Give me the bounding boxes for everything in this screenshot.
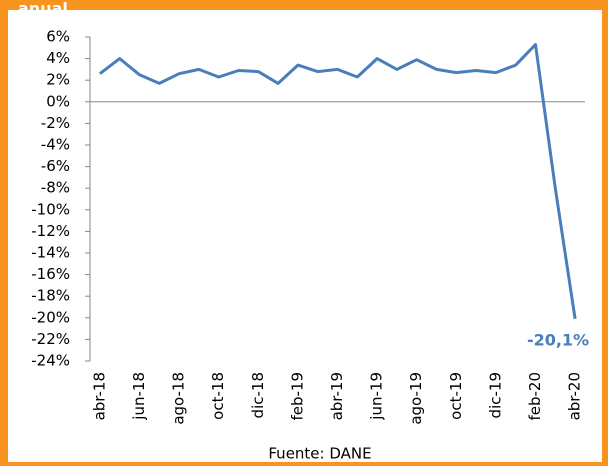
y-tick-label: -8%	[41, 179, 70, 197]
y-tick-label: -16%	[31, 265, 70, 283]
data-label: -20,1%	[527, 330, 589, 349]
y-tick-label: 2%	[46, 71, 70, 89]
y-tick-label: -12%	[31, 222, 70, 240]
y-tick-label: -22%	[31, 330, 70, 348]
y-tick-label: -6%	[41, 157, 70, 175]
x-tick-label: ago-18	[170, 372, 188, 425]
y-tick-label: -20%	[31, 308, 70, 326]
y-tick-label: -24%	[31, 352, 70, 370]
y-tick-label: -4%	[41, 136, 70, 154]
chart-title: anual	[18, 0, 68, 18]
x-tick-label: feb-20	[526, 372, 544, 421]
x-tick-label: ago-19	[407, 372, 425, 425]
x-tick-label: abr-18	[90, 372, 108, 420]
x-tick-label: oct-18	[209, 372, 227, 420]
y-tick-label: 0%	[46, 92, 70, 110]
x-tick-label: abr-19	[328, 372, 346, 420]
panel: anual	[8, 0, 602, 462]
x-tick-label: jun-19	[368, 372, 386, 421]
x-tick-label: abr-20	[566, 372, 584, 420]
line	[98, 43, 577, 320]
y-tick-label: -14%	[31, 244, 70, 262]
source: Fuente: DANE	[268, 445, 371, 463]
y-tick-label: 6%	[46, 28, 70, 46]
x-tick-label: dic-19	[486, 372, 504, 418]
y-tick-label: -2%	[41, 114, 70, 132]
x-tick-label: feb-19	[288, 372, 306, 421]
x-tick-label: jun-18	[130, 372, 148, 421]
y-tick-label: -18%	[31, 287, 70, 305]
y-tick-label: -10%	[31, 200, 70, 218]
x-tick-label: oct-19	[447, 372, 465, 420]
x-tick-label: dic-18	[249, 372, 267, 418]
y-tick-label: 4%	[46, 49, 70, 67]
